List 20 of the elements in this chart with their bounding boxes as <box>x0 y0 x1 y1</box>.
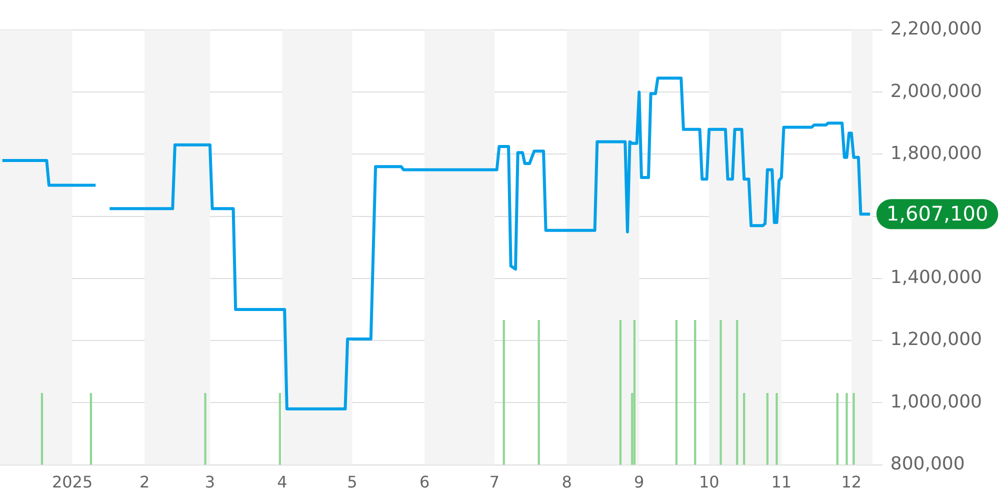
x-tick-label: 9 <box>634 472 644 492</box>
x-tick-label: 11 <box>771 472 792 492</box>
y-tick-label: 2,200,000 <box>890 18 982 40</box>
x-tick-label: 5 <box>347 472 358 492</box>
x-tick-label: 10 <box>698 472 720 492</box>
annotation: 1,607,100 <box>886 201 988 226</box>
y-tick-label: 1,000,000 <box>890 391 982 412</box>
y-tick-label: 1,800,000 <box>890 142 982 164</box>
x-tick-label: 8 <box>562 472 572 492</box>
y-tick-label: 2,000,000 <box>890 80 982 102</box>
x-tick-label: 2 <box>140 472 150 492</box>
y-tick-label: 1,200,000 <box>890 329 982 350</box>
y-tick-label: 1,400,000 <box>890 267 982 288</box>
x-tick-label: 7 <box>489 472 500 492</box>
x-tick-label: 3 <box>204 472 216 492</box>
x-tick-label: 6 <box>419 472 430 492</box>
y-tick-label: 800,000 <box>890 453 965 474</box>
x-tick-label: 4 <box>277 472 288 492</box>
x-tick-label: 2025 <box>52 472 93 492</box>
x-tick-label: 12 <box>841 472 862 492</box>
